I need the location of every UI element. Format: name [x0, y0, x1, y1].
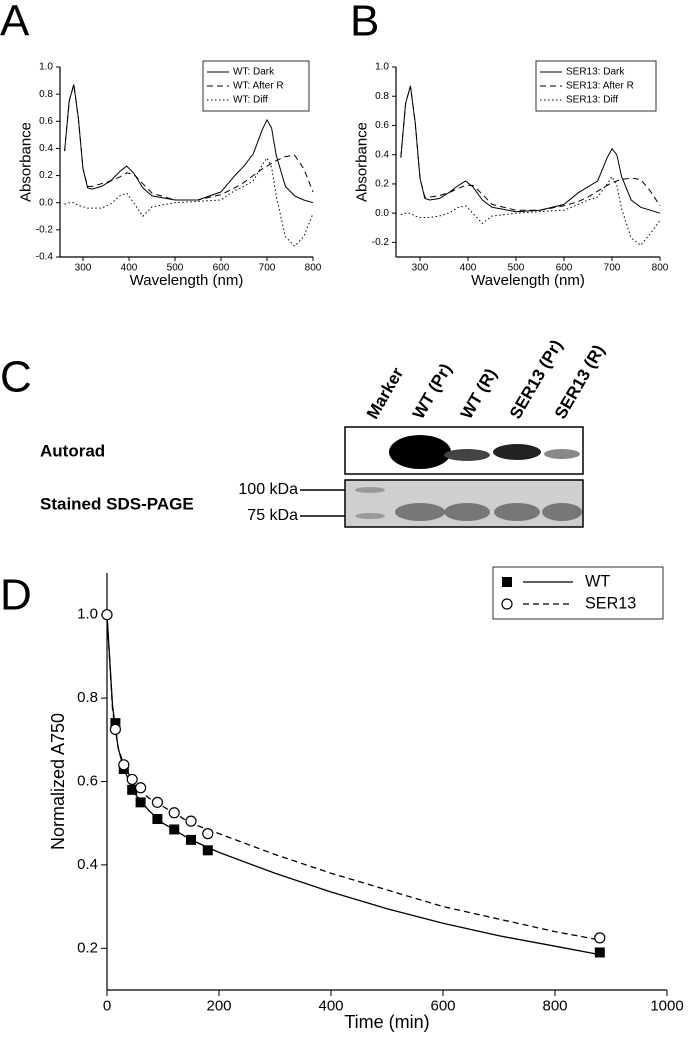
y-tick-label: 0.6 — [375, 120, 389, 131]
point — [169, 824, 180, 835]
x-tick-label: 0 — [103, 997, 111, 1014]
y-tick-label: 1.0 — [39, 62, 53, 73]
y-tick-label: 0.6 — [39, 116, 53, 127]
y-tick-label: 1.0 — [77, 606, 98, 623]
x-tick-label: 1000 — [650, 997, 683, 1014]
y-tick-label: -0.2 — [372, 237, 390, 248]
y-tick-label: 0.0 — [375, 208, 389, 219]
band — [444, 449, 490, 461]
y-tick-label: 0.2 — [39, 170, 53, 181]
y-tick-label: -0.4 — [36, 252, 54, 263]
y-axis-label: Normalized A750 — [48, 713, 68, 850]
y-tick-label: 0.8 — [77, 689, 98, 706]
point — [152, 814, 163, 825]
point — [202, 845, 213, 856]
y-tick-label: 0.2 — [375, 179, 389, 190]
legend-label: SER13: Diff — [566, 95, 618, 106]
panel-label: A — [0, 0, 30, 46]
y-tick-label: 0.6 — [77, 772, 98, 789]
band — [494, 503, 540, 521]
x-tick-label: 600 — [556, 263, 573, 274]
point — [126, 773, 138, 786]
y-tick-label: 0.4 — [77, 856, 98, 873]
x-tick-label: 800 — [305, 263, 322, 274]
band — [355, 487, 385, 493]
legend-marker — [502, 577, 512, 587]
legend-label: WT — [585, 572, 610, 590]
x-axis-label: Wavelength (nm) — [130, 272, 244, 289]
point — [135, 782, 147, 794]
point — [594, 947, 605, 958]
band — [395, 503, 445, 521]
x-tick-label: 300 — [75, 263, 92, 274]
x-tick-label: 700 — [604, 263, 621, 274]
point — [135, 797, 146, 808]
point — [594, 932, 606, 944]
y-tick-label: -0.2 — [36, 224, 54, 235]
band — [544, 449, 580, 459]
band — [355, 513, 385, 519]
row-label: Stained SDS-PAGE — [40, 494, 194, 513]
x-tick-label: 600 — [213, 263, 230, 274]
legend-label: SER13 — [585, 594, 636, 612]
point — [151, 796, 163, 808]
x-axis-label: Time (min) — [344, 1012, 429, 1032]
legend-marker — [501, 598, 513, 610]
x-axis-label: Wavelength (nm) — [471, 272, 585, 289]
x-tick-label: 300 — [412, 263, 429, 274]
point — [127, 784, 138, 795]
y-tick-label: 0.4 — [375, 149, 389, 160]
y-tick-label: 0.8 — [375, 91, 389, 102]
line — [64, 84, 314, 201]
panel-label: B — [350, 0, 379, 46]
fit-line — [106, 614, 600, 941]
point — [168, 807, 180, 819]
row-label: Autorad — [40, 441, 105, 460]
x-tick-label: 400 — [318, 997, 343, 1014]
point — [110, 718, 121, 729]
point — [109, 723, 122, 735]
point — [185, 815, 197, 827]
band — [444, 503, 490, 521]
x-tick-label: 400 — [460, 263, 477, 274]
legend-label: WT: Dark — [233, 67, 275, 78]
panel-label: D — [0, 571, 32, 620]
x-tick-label: 600 — [430, 997, 455, 1014]
point — [202, 828, 214, 840]
x-tick-label: 800 — [542, 997, 567, 1014]
point — [186, 834, 196, 845]
x-tick-label: 400 — [121, 263, 138, 274]
x-tick-label: 500 — [167, 263, 184, 274]
legend-label: SER13: After R — [566, 81, 634, 92]
line — [400, 175, 661, 246]
y-tick-label: 0.8 — [39, 89, 53, 100]
point — [118, 759, 130, 771]
x-tick-label: 700 — [259, 263, 276, 274]
legend-label: WT: After R — [233, 81, 284, 92]
x-tick-label: 500 — [508, 263, 525, 274]
panel-label: C — [0, 353, 32, 402]
x-tick-label: 200 — [206, 997, 231, 1014]
line — [64, 156, 314, 247]
y-tick-label: 0.4 — [39, 143, 53, 154]
y-tick-label: 0.0 — [39, 197, 53, 208]
y-tick-label: 1.0 — [375, 62, 389, 73]
legend-label: SER13: Dark — [566, 67, 625, 78]
marker-label: 75 kDa — [247, 507, 298, 524]
point — [101, 609, 113, 621]
line — [400, 85, 661, 211]
marker-label: 100 kDa — [238, 481, 298, 498]
legend-box — [492, 566, 664, 620]
legend-label: WT: Diff — [233, 95, 268, 106]
band — [493, 444, 541, 460]
band — [542, 503, 582, 521]
y-axis-label: Absorbance — [353, 122, 370, 202]
x-tick-label: 800 — [652, 263, 669, 274]
band — [389, 435, 451, 469]
y-axis-label: Absorbance — [17, 122, 34, 202]
y-tick-label: 0.2 — [77, 939, 98, 956]
